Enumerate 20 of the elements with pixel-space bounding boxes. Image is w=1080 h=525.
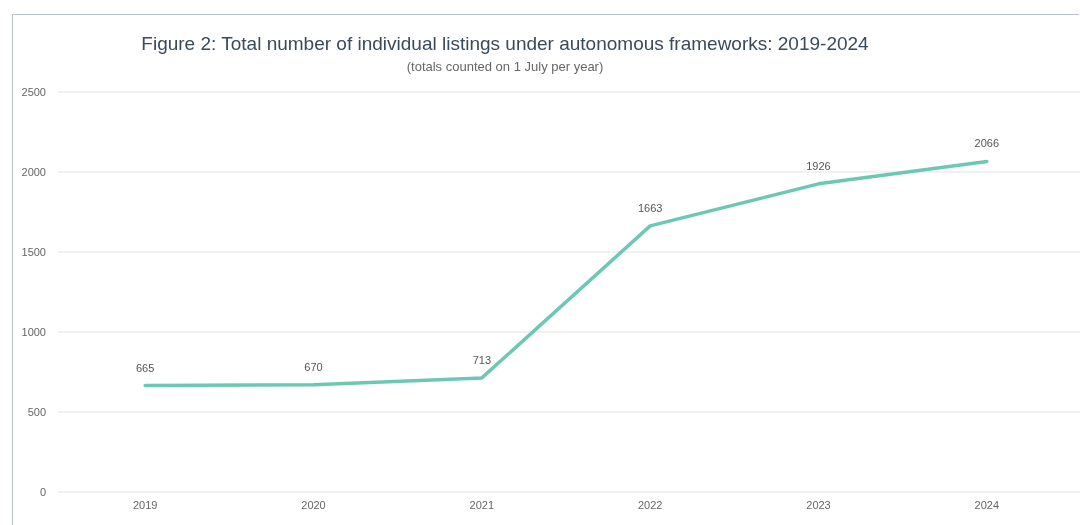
data-label: 713 (472, 353, 492, 366)
x-tick-label: 2022 (637, 498, 663, 511)
y-tick-label: 500 (27, 406, 46, 419)
data-label: 670 (304, 360, 323, 373)
x-tick-label: 2024 (974, 498, 1000, 511)
x-tick-label: 2023 (806, 498, 831, 511)
y-tick-label: 0 (39, 486, 46, 499)
data-label: 1926 (806, 159, 831, 172)
x-tick-label: 2020 (301, 498, 326, 511)
y-tick-label: 1000 (21, 326, 46, 339)
y-tick-label: 1500 (21, 246, 46, 259)
data-label: 1663 (637, 201, 663, 214)
y-tick-label: 2500 (21, 86, 46, 99)
data-label: 2066 (974, 137, 1000, 150)
chart-subtitle: (totals counted on 1 July per year) (406, 59, 604, 74)
data-label: 665 (135, 361, 155, 374)
x-tick-label: 2021 (469, 498, 495, 511)
x-tick-label: 2019 (132, 498, 158, 511)
y-tick-label: 2000 (21, 166, 46, 179)
chart-title: Figure 2: Total number of individual listings under autonomous frameworks: 2019-2024 (141, 33, 870, 54)
